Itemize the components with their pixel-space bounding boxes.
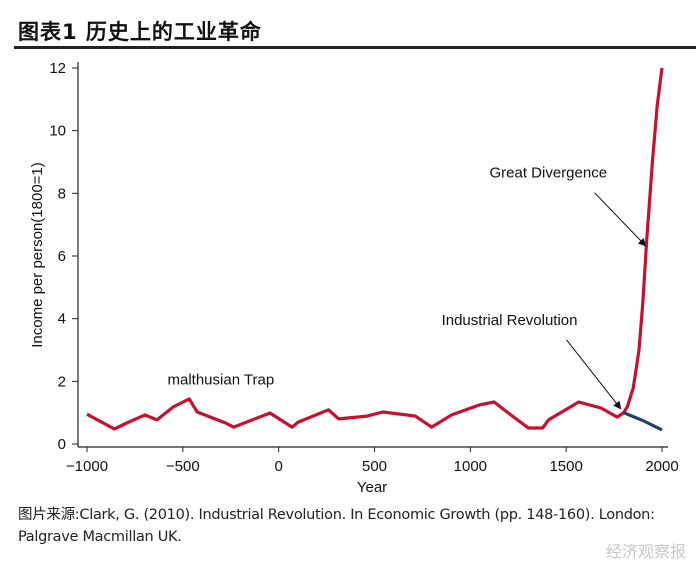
annotation: Industrial Revolution [442, 312, 578, 329]
y-tick-label: 10 [49, 123, 66, 140]
x-tick-label: −500 [166, 458, 200, 475]
series-line-2 [623, 411, 663, 432]
y-tick-label: 2 [58, 373, 66, 390]
y-tick-label: 6 [58, 248, 66, 265]
x-axis-label: Year [357, 479, 387, 496]
figure-title: 图表1 历史上的工业革命 [18, 20, 262, 44]
x-tick-label: 1500 [549, 458, 582, 475]
source-note: 图片来源:Clark, G. (2010). Industrial Revolu… [18, 507, 655, 545]
x-tick-label: 2000 [645, 458, 678, 475]
annotation-arrow [566, 339, 622, 410]
annotation: malthusian Trap [168, 371, 275, 388]
title-rule [14, 46, 696, 49]
x-tick-label: 1000 [454, 458, 487, 475]
annotation: Great Divergence [490, 165, 608, 182]
y-tick-label: 8 [58, 185, 66, 202]
y-tick-label: 4 [58, 311, 66, 328]
series-line-1 [622, 67, 664, 414]
y-tick-label: 0 [58, 436, 66, 453]
watermark: 经济观察报 [605, 542, 686, 561]
y-axis-label: Income per person(1800=1) [29, 162, 46, 348]
x-tick-label: −1000 [66, 458, 108, 475]
series-line-0 [86, 397, 625, 431]
y-tick-label: 12 [49, 60, 66, 77]
annotation-arrow [594, 192, 647, 247]
x-tick-label: 500 [362, 458, 387, 475]
x-tick-label: 0 [274, 458, 282, 475]
